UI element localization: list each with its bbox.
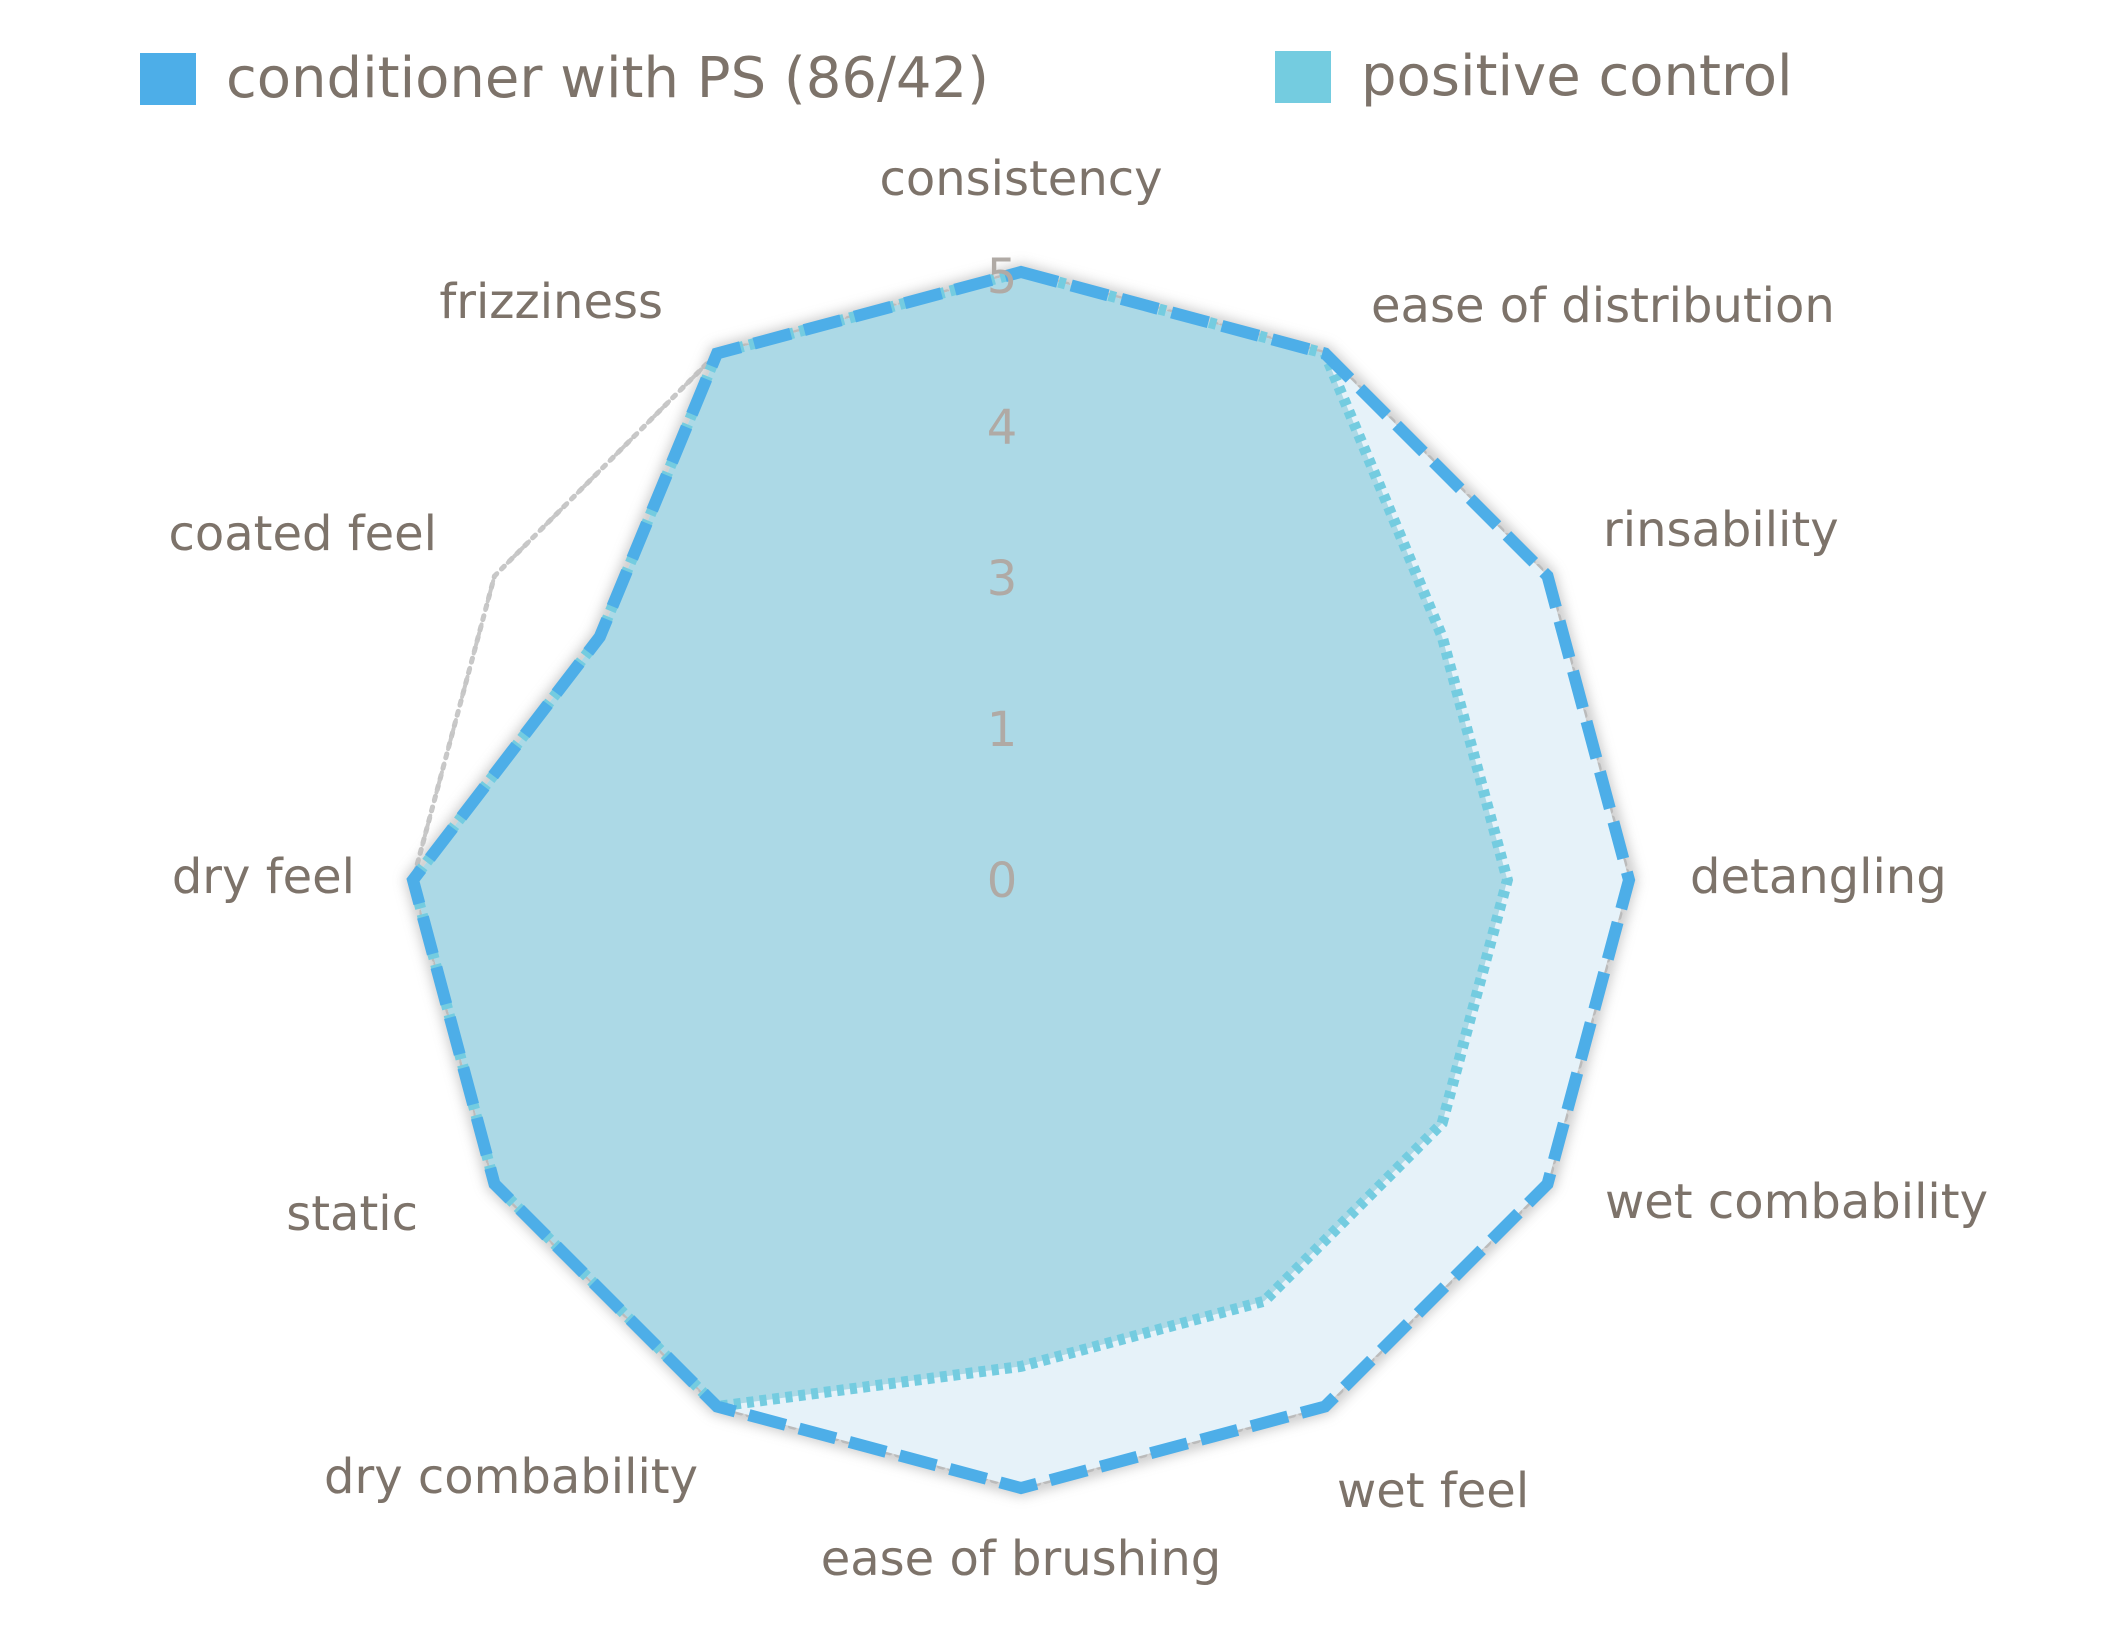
series-a-line — [406, 265, 1636, 1495]
category-label-wet-feel: wet feel — [1337, 1463, 1529, 1519]
r-tick-label-0: 0 — [987, 853, 1018, 909]
category-label-ease-of-distribution: ease of distribution — [1371, 278, 1835, 334]
radar-series — [404, 263, 1638, 1497]
legend-swatch-series-b — [1275, 50, 1331, 103]
category-label-dry-combability: dry combability — [324, 1449, 698, 1505]
r-tick-label-5: 5 — [987, 249, 1018, 305]
legend-item-series-a: conditioner with PS (86/42) — [140, 46, 989, 111]
legend-label-series-a: conditioner with PS (86/42) — [226, 46, 989, 111]
r-tick-label-4: 4 — [987, 400, 1018, 456]
series-b-line — [406, 266, 1514, 1413]
radial-tick-labels: 0 1 3 4 5 — [987, 249, 1018, 909]
category-label-wet-combability: wet combability — [1605, 1174, 1988, 1230]
legend-item-series-b: positive control — [1275, 44, 1793, 109]
legend-swatch-series-a — [140, 52, 196, 105]
category-label-static: static — [286, 1186, 418, 1242]
category-labels: consistency ease of distribution rinsabili… — [168, 151, 1988, 1587]
legend-label-series-b: positive control — [1361, 44, 1793, 109]
series-b-area — [413, 272, 1508, 1407]
category-label-dry-feel: dry feel — [172, 849, 355, 905]
legend: conditioner with PS (86/42) positive con… — [0, 38, 2118, 118]
category-label-frizziness: frizziness — [439, 274, 663, 330]
category-label-coated-feel: coated feel — [168, 506, 437, 562]
category-label-rinsability: rinsability — [1603, 502, 1839, 558]
r-tick-label-1: 1 — [987, 702, 1018, 758]
category-label-detangling: detangling — [1690, 849, 1947, 905]
r-tick-label-3: 3 — [987, 551, 1018, 607]
category-label-ease-of-brushing: ease of brushing — [821, 1531, 1222, 1587]
category-label-consistency: consistency — [879, 151, 1162, 207]
